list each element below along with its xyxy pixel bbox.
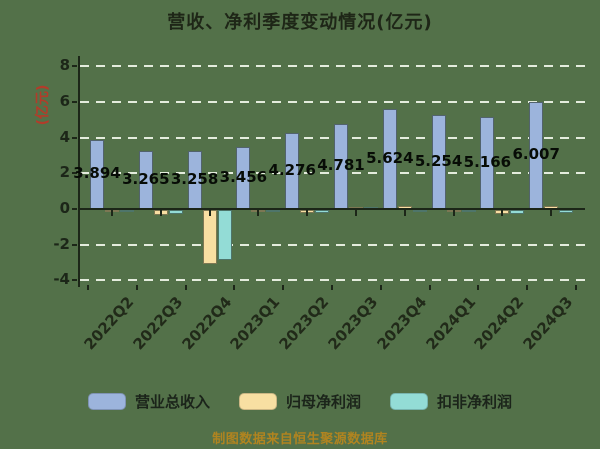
value-label-2023Q1: 3.456 <box>219 168 268 187</box>
x-bottom-tick-1 <box>135 285 138 290</box>
x-bottom-tick-6 <box>379 285 382 290</box>
value-label-2022Q3: 3.265 <box>122 169 170 188</box>
legend-item-non-recurring-profit: 扣非净利润 <box>390 391 512 412</box>
x-bottom-tick-0 <box>87 285 89 290</box>
x-bottom-tick-3 <box>233 285 236 290</box>
y-tick-mark-0 <box>72 208 77 210</box>
bar-non-recurring-profit-2022Q4 <box>217 210 232 260</box>
y-tick-label--4: -4 <box>53 270 70 289</box>
bar-non-recurring-profit-2023Q1 <box>266 210 281 212</box>
x-tick-2022Q4 <box>208 210 211 216</box>
gridline-6 <box>80 101 585 104</box>
bar-non-recurring-profit-2023Q2 <box>315 210 330 214</box>
value-label-2024Q3: 6.007 <box>512 145 560 164</box>
gridline--2 <box>80 243 585 246</box>
x-category-label-2023Q1: 2023Q1 <box>226 293 284 354</box>
value-label-2022Q4: 3.258 <box>170 169 219 188</box>
value-label-2023Q4: 5.624 <box>366 148 414 167</box>
legend-swatch-revenue <box>87 393 126 410</box>
x-tick-2022Q2 <box>111 210 113 216</box>
x-category-label-2023Q3: 2023Q3 <box>324 293 382 354</box>
gridline-4 <box>80 136 585 139</box>
x-bottom-tick-10 <box>575 285 577 290</box>
y-tick-label-4: 4 <box>59 127 70 146</box>
x-tick-2022Q3 <box>159 210 162 216</box>
x-category-label-2022Q4: 2022Q4 <box>178 293 235 354</box>
y-axis-line <box>78 56 80 287</box>
x-bottom-tick-5 <box>331 285 333 290</box>
gridline-2 <box>80 172 585 175</box>
x-tick-2024Q2 <box>501 210 504 216</box>
x-category-label-2023Q4: 2023Q4 <box>373 293 431 354</box>
bar-non-recurring-profit-2023Q4 <box>412 210 427 212</box>
value-label-2022Q2: 3.894 <box>73 164 121 183</box>
x-tick-2024Q3 <box>550 210 553 216</box>
y-tick-label-0: 0 <box>59 199 70 217</box>
gridline-8 <box>80 65 585 68</box>
x-tick-2023Q2 <box>306 210 309 216</box>
value-label-2023Q3: 4.781 <box>317 156 365 175</box>
y-tick-mark-8 <box>72 65 77 68</box>
y-tick-mark--2 <box>72 243 77 246</box>
legend-label-revenue: 营业总收入 <box>134 393 210 411</box>
x-bottom-tick-9 <box>526 285 529 290</box>
bar-non-recurring-profit-2022Q2 <box>120 210 134 212</box>
bar-net-profit-2022Q4 <box>202 210 217 264</box>
chart-title: 营收、净利季度变动情况(亿元) <box>167 12 433 33</box>
y-tick-mark-2 <box>72 172 77 175</box>
y-tick-label-8: 8 <box>59 56 70 75</box>
x-bottom-tick-2 <box>184 285 187 290</box>
legend-label-non-recurring-profit: 扣非净利润 <box>437 393 513 411</box>
x-tick-2023Q3 <box>355 210 357 216</box>
bar-non-recurring-profit-2024Q1 <box>461 210 476 212</box>
y-tick-mark-4 <box>72 136 77 139</box>
y-tick-label--2: -2 <box>53 234 70 253</box>
x-category-label-2024Q3: 2024Q3 <box>519 293 577 354</box>
x-tick-2023Q4 <box>403 210 406 216</box>
legend-item-net-profit: 归母净利润 <box>238 391 361 412</box>
y-tick-label-2: 2 <box>59 163 70 182</box>
x-category-label-2022Q3: 2022Q3 <box>129 293 187 354</box>
x-tick-2023Q1 <box>257 210 260 216</box>
bar-non-recurring-profit-2024Q2 <box>510 210 525 215</box>
legend-swatch-net-profit <box>238 393 277 410</box>
y-tick-mark--4 <box>72 279 77 282</box>
value-label-2023Q2: 4.276 <box>268 160 316 179</box>
legend-swatch-non-recurring-profit <box>390 393 428 410</box>
value-label-2024Q2: 5.166 <box>463 152 512 171</box>
legend-item-revenue: 营业总收入 <box>87 391 210 412</box>
plot-area: 3.894 3.265 3.258 3.456 4.276 4.781 5.624 5.254… <box>73 56 585 353</box>
x-bottom-tick-7 <box>428 285 431 290</box>
x-bottom-tick-8 <box>477 285 480 290</box>
x-category-label-2023Q2: 2023Q2 <box>275 293 333 354</box>
x-category-label-2024Q2: 2024Q2 <box>470 293 528 354</box>
x-bottom-tick-4 <box>282 285 285 290</box>
value-label-2024Q1: 5.254 <box>414 152 463 171</box>
x-tick-2024Q1 <box>452 210 455 216</box>
x-axis-zero-line <box>80 208 585 210</box>
bar-non-recurring-profit-2024Q3 <box>559 210 574 214</box>
x-category-label-2022Q2: 2022Q2 <box>80 293 138 354</box>
x-category-label-2024Q1: 2024Q1 <box>422 293 479 354</box>
legend: 营业总收入 归母净利润 扣非净利润 <box>0 391 600 412</box>
y-tick-mark-6 <box>72 101 77 104</box>
gridline--4 <box>80 279 585 282</box>
bar-non-recurring-profit-2022Q3 <box>168 210 183 215</box>
legend-label-net-profit: 归母净利润 <box>285 393 361 411</box>
data-source-note: 制图数据来自恒生聚源数据库 <box>212 432 388 447</box>
y-tick-label-6: 6 <box>59 92 70 111</box>
